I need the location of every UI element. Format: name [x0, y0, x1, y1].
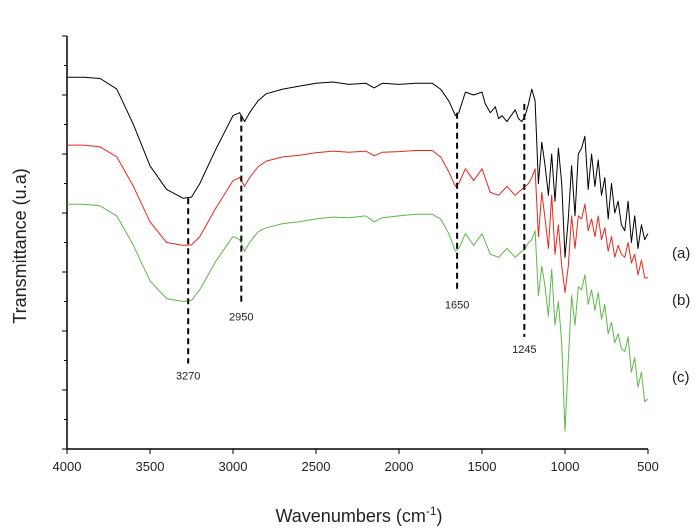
peak-label-2: 1650: [445, 300, 469, 312]
peak-label-0: 3270: [176, 370, 200, 382]
axes: 4000 3500 3000 2500 2000 1500 1000 500: [53, 35, 659, 474]
peak-marker-1: 2950: [229, 115, 254, 323]
series-line-1: [67, 144, 648, 294]
x-tick-label-3: 2500: [302, 459, 331, 474]
series-label-1: (b): [672, 292, 690, 309]
x-tick-label-7: 500: [637, 459, 659, 474]
series-layer: [67, 76, 649, 432]
x-tick-label-0: 4000: [53, 459, 82, 474]
x-axis-title: Wavenumbers (cm-1): [275, 504, 442, 526]
x-tick-label-5: 1500: [468, 459, 497, 474]
peak-label-1: 2950: [229, 311, 253, 323]
series-2: [67, 203, 649, 432]
x-tick-label-1: 3500: [136, 459, 165, 474]
x-tick-label-4: 2000: [385, 459, 414, 474]
series-labels: (a) (b) (c): [672, 245, 690, 386]
peak-markers: 3270 2950 1650 1245: [176, 103, 537, 382]
series-1: [67, 144, 648, 294]
x-axis-title-end: ): [437, 506, 443, 526]
series-line-2: [67, 203, 649, 432]
peak-marker-3: 1245: [512, 103, 537, 356]
x-axis-title-main: Wavenumbers (cm: [275, 506, 425, 526]
series-label-2: (c): [672, 369, 690, 386]
peak-marker-0: 3270: [176, 198, 200, 382]
x-axis-title-sup: -1: [426, 504, 437, 518]
x-tick-label-2: 3000: [219, 459, 248, 474]
peak-label-3: 1245: [512, 344, 536, 356]
series-label-0: (a): [672, 245, 690, 262]
series-0: [67, 76, 649, 258]
x-tick-label-6: 1000: [551, 459, 580, 474]
series-line-0: [67, 76, 649, 258]
peak-marker-2: 1650: [445, 112, 469, 312]
y-axis-title: Transmittance (u.a): [10, 168, 30, 323]
